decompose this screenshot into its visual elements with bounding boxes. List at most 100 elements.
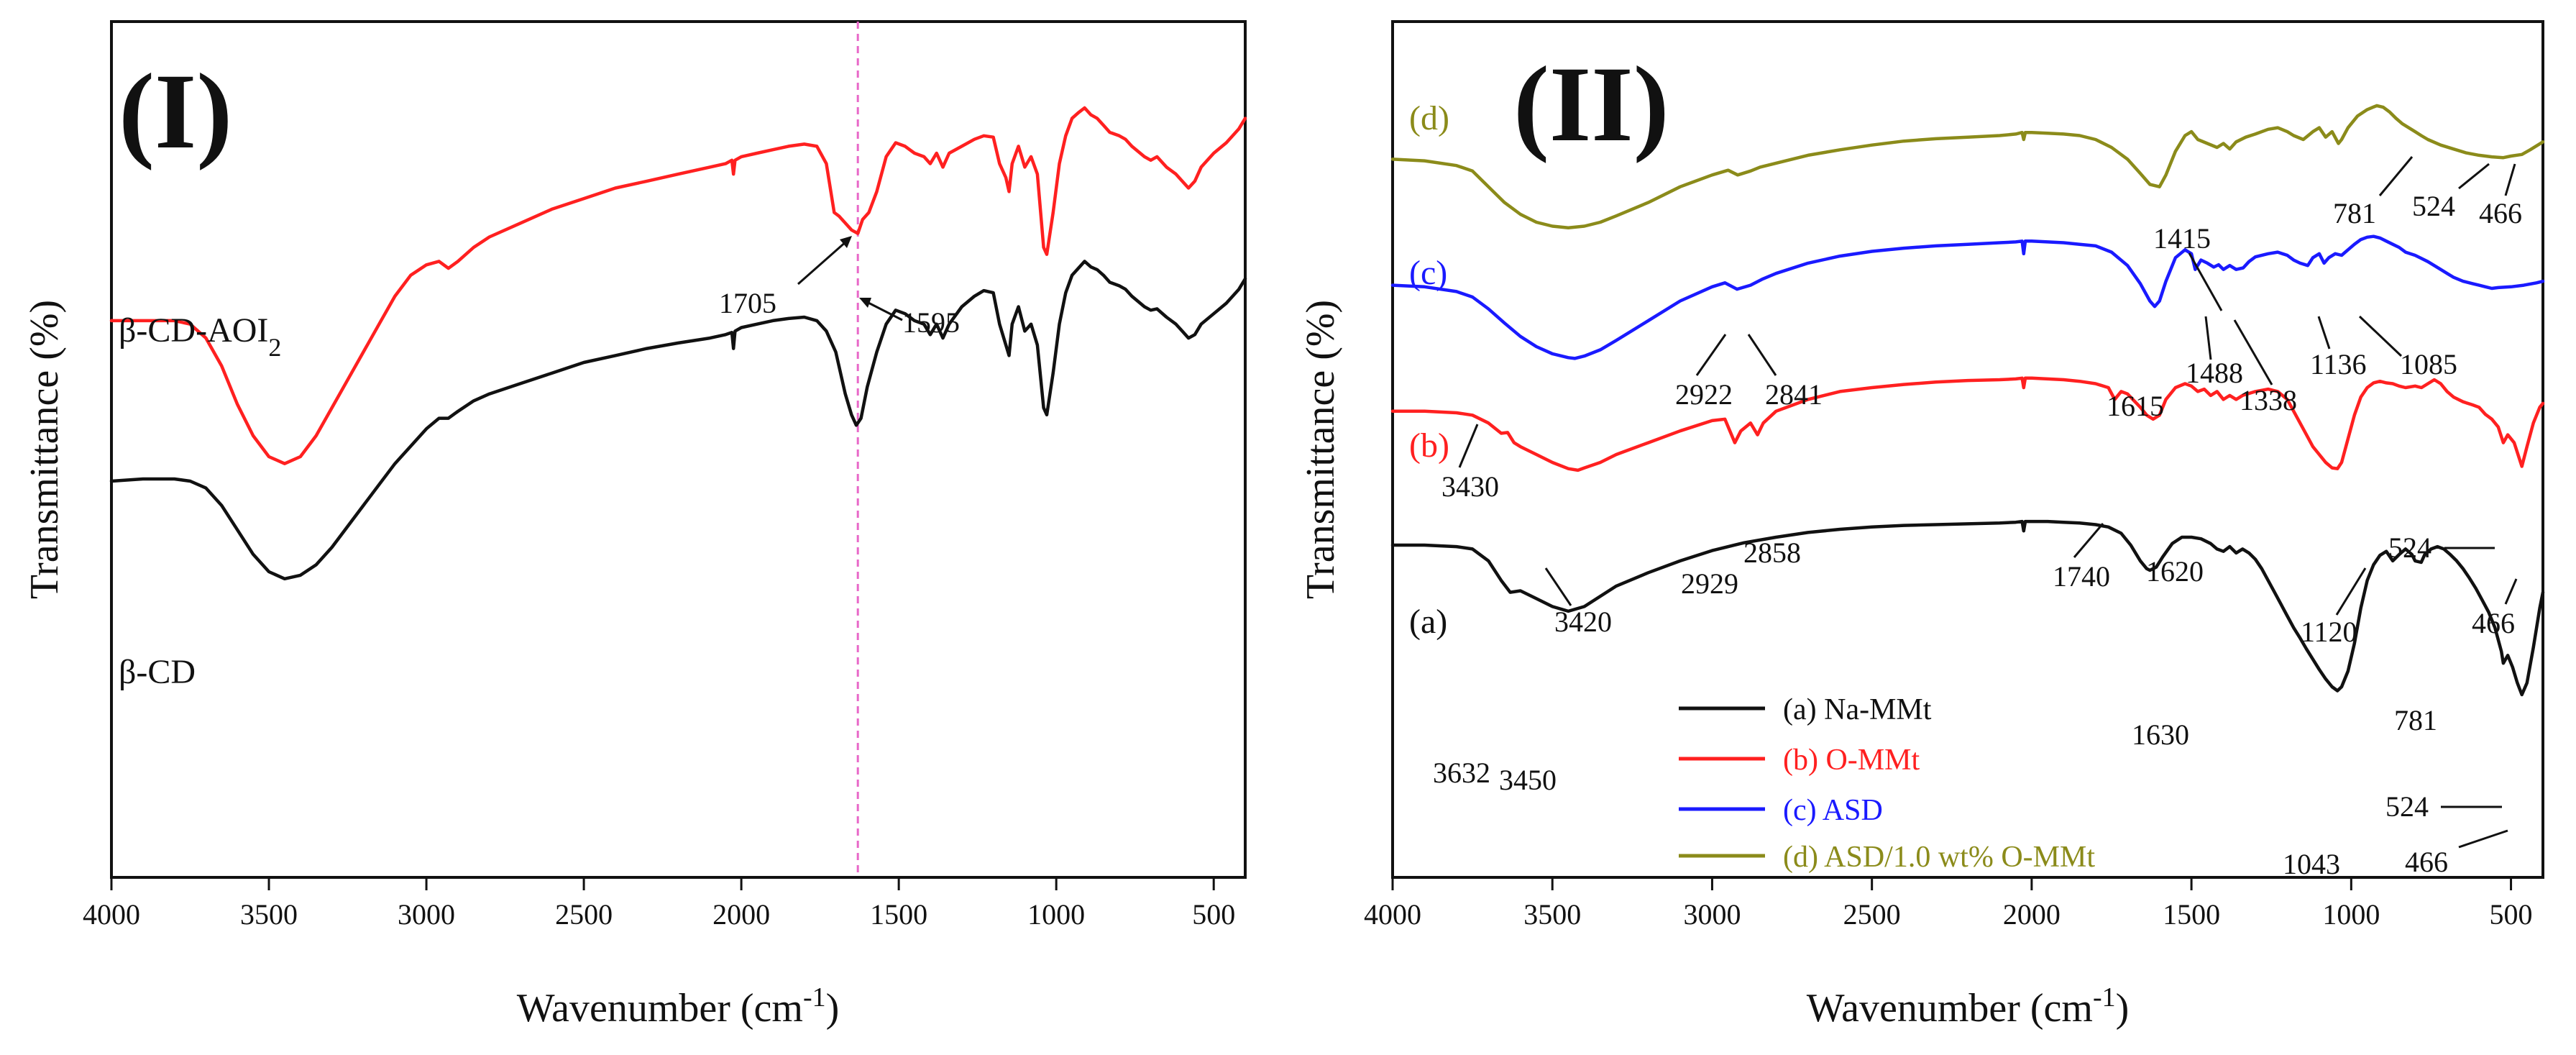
panel-1-ylabel: Transmittance (%)	[22, 300, 67, 599]
x-tick-label-2500: 2500	[1843, 898, 1901, 931]
panel-2-xlabel-main: Wavenumber (cm	[1807, 986, 2093, 1031]
x-tick-label-3500: 3500	[240, 898, 298, 931]
panel-1-series-sub: 2	[268, 333, 281, 362]
panel-2-series	[1390, 104, 2545, 697]
panel-1-xlabel: Wavenumber (cm-1)	[517, 982, 840, 1031]
x-tick-label-500: 500	[2490, 898, 2533, 931]
series-line-a	[1390, 519, 2545, 697]
panel-2-series-label-b: (b)	[1409, 426, 1449, 465]
annotation-arrow-d-524	[2458, 163, 2490, 190]
legend-entry-a: (a) Na-MMt	[1783, 693, 1932, 726]
annotation-c-2922: 2922	[1675, 378, 1733, 411]
annotation-arrow-c-1085	[2358, 315, 2403, 357]
annotation-b-1740: 1740	[2053, 560, 2110, 593]
annotation-b-2858: 2858	[1743, 536, 1801, 569]
panel-2-ticks: 4000 3500 3000 2500 2000 1500 1000 500	[1364, 877, 2533, 931]
annotation-arrow-b-1740	[2073, 523, 2104, 558]
annotation-c-1136: 1136	[2310, 348, 2367, 380]
panel-1: 4000 3500 3000 2500 2000 1500 1000 500 (I) β-CD…	[22, 20, 1247, 1031]
x-tick-label-3000: 3000	[398, 898, 455, 931]
panel-1-series-label-b-cd: β-CD	[119, 653, 196, 691]
panel-1-series-label-b-cd-aoi2: β-CD-AOI2	[119, 311, 281, 362]
panel-2-series-label-a: (a)	[1409, 603, 1447, 641]
panel-2-legend: (a) Na-MMt (b) O-MMt (c) ASD (d) ASD/1.0…	[1679, 693, 2095, 874]
panel-2-xlabel-end: )	[2116, 986, 2130, 1031]
series-line-cd-aoi	[109, 106, 1247, 465]
annotation-c-2841: 2841	[1765, 378, 1823, 411]
annotation-d-781: 781	[2333, 197, 2376, 229]
annotation-a-3450: 3450	[1499, 764, 1557, 796]
annotation-arrow-c-1338	[2233, 319, 2273, 385]
x-tick-label-2000: 2000	[2003, 898, 2061, 931]
series-line-cd	[109, 260, 1247, 581]
annotation-d-524: 524	[2412, 190, 2455, 222]
x-tick-label-3000: 3000	[1683, 898, 1741, 931]
annotation-a-524: 524	[2385, 790, 2429, 823]
x-tick-label-1000: 1000	[1027, 898, 1085, 931]
annotation-c-3430: 3430	[1441, 470, 1499, 503]
series-line-b	[1390, 376, 2545, 472]
panel-2-frame	[1391, 20, 2544, 879]
panel-2-series-label-c: (c)	[1409, 254, 1447, 292]
annotation-arrow-c-1136	[2317, 316, 2331, 350]
panel-2-ylabel: Transmittance (%)	[1298, 300, 1343, 599]
annotation-d-466: 466	[2479, 197, 2522, 229]
legend-entry-c: (c) ASD	[1783, 794, 1883, 827]
annotation-arrow-c-1415-a	[2188, 252, 2223, 311]
annotation-b-466: 466	[2472, 607, 2515, 639]
panel-1-series	[109, 106, 1247, 581]
annotation-c-1488: 1488	[2186, 357, 2243, 389]
annotation-arrow-c-1488	[2204, 316, 2212, 360]
panel-1-ticks: 4000 3500 3000 2500 2000 1500 1000 500	[83, 877, 1235, 931]
panel-1-xlabel-main: Wavenumber (cm	[517, 986, 803, 1031]
x-tick-label-3500: 3500	[1523, 898, 1581, 931]
annotation-1705: 1705	[719, 287, 776, 319]
panel-1-series-name: β-CD-AOI	[119, 311, 268, 350]
annotation-a-3632: 3632	[1433, 757, 1490, 789]
annotation-b-3420: 3420	[1554, 606, 1612, 638]
annotation-a-781: 781	[2394, 704, 2437, 736]
panel-2-series-label-d: (d)	[1409, 99, 1449, 137]
annotation-c-1085: 1085	[2400, 348, 2457, 380]
x-tick-label-1500: 1500	[870, 898, 927, 931]
annotation-arrow-1705	[797, 239, 848, 286]
annotation-arrow-c-3430	[1458, 424, 1479, 468]
annotation-b-2929: 2929	[1681, 567, 1738, 600]
panel-2-xlabel: Wavenumber (cm-1)	[1807, 982, 2130, 1031]
x-tick-label-1000: 1000	[2322, 898, 2380, 931]
panel-2-xlabel-sup: -1	[2093, 982, 2116, 1013]
annotation-arrow-b-3420	[1544, 567, 1572, 606]
legend-entry-b: (b) O-MMt	[1783, 744, 1920, 777]
annotation-arrow-b-466	[2504, 578, 2518, 605]
x-tick-label-2500: 2500	[555, 898, 613, 931]
x-tick-label-4000: 4000	[83, 898, 140, 931]
x-tick-label-2000: 2000	[712, 898, 770, 931]
series-line-d	[1390, 104, 2545, 229]
annotation-a-1630: 1630	[2132, 718, 2189, 751]
annotation-arrow-c-2922	[1695, 334, 1727, 376]
annotation-b-1620: 1620	[2146, 555, 2204, 588]
panel-2: 4000 3500 3000 2500 2000 1500 1000 500 (II) (d)…	[1298, 20, 2545, 1031]
x-tick-label-500: 500	[1192, 898, 1235, 931]
annotation-arrow-a-466	[2458, 829, 2508, 849]
annotation-c-1415: 1415	[2153, 222, 2211, 255]
x-tick-label-4000: 4000	[1364, 898, 1421, 931]
annotation-arrow-d-466	[2504, 163, 2516, 196]
annotation-arrowhead-1595	[859, 298, 871, 308]
annotation-a-466: 466	[2405, 846, 2448, 878]
annotation-b-524: 524	[2388, 531, 2431, 564]
x-tick-label-1500: 1500	[2163, 898, 2220, 931]
panel-1-xlabel-end: )	[826, 986, 840, 1031]
annotation-a-1043: 1043	[2283, 848, 2340, 880]
legend-entry-d: (d) ASD/1.0 wt% O-MMt	[1783, 841, 2095, 874]
annotation-b-1120: 1120	[2301, 616, 2357, 648]
annotation-arrow-d-781	[2378, 156, 2414, 196]
annotation-arrow-1595	[863, 299, 903, 321]
annotation-arrow-c-2841	[1747, 334, 1777, 376]
annotation-arrowhead-1705	[840, 236, 852, 248]
series-line-c	[1390, 234, 2545, 360]
panel-1-xlabel-sup: -1	[803, 982, 826, 1013]
annotation-c-1615: 1615	[2107, 390, 2164, 422]
annotation-c-1338: 1338	[2240, 384, 2297, 416]
